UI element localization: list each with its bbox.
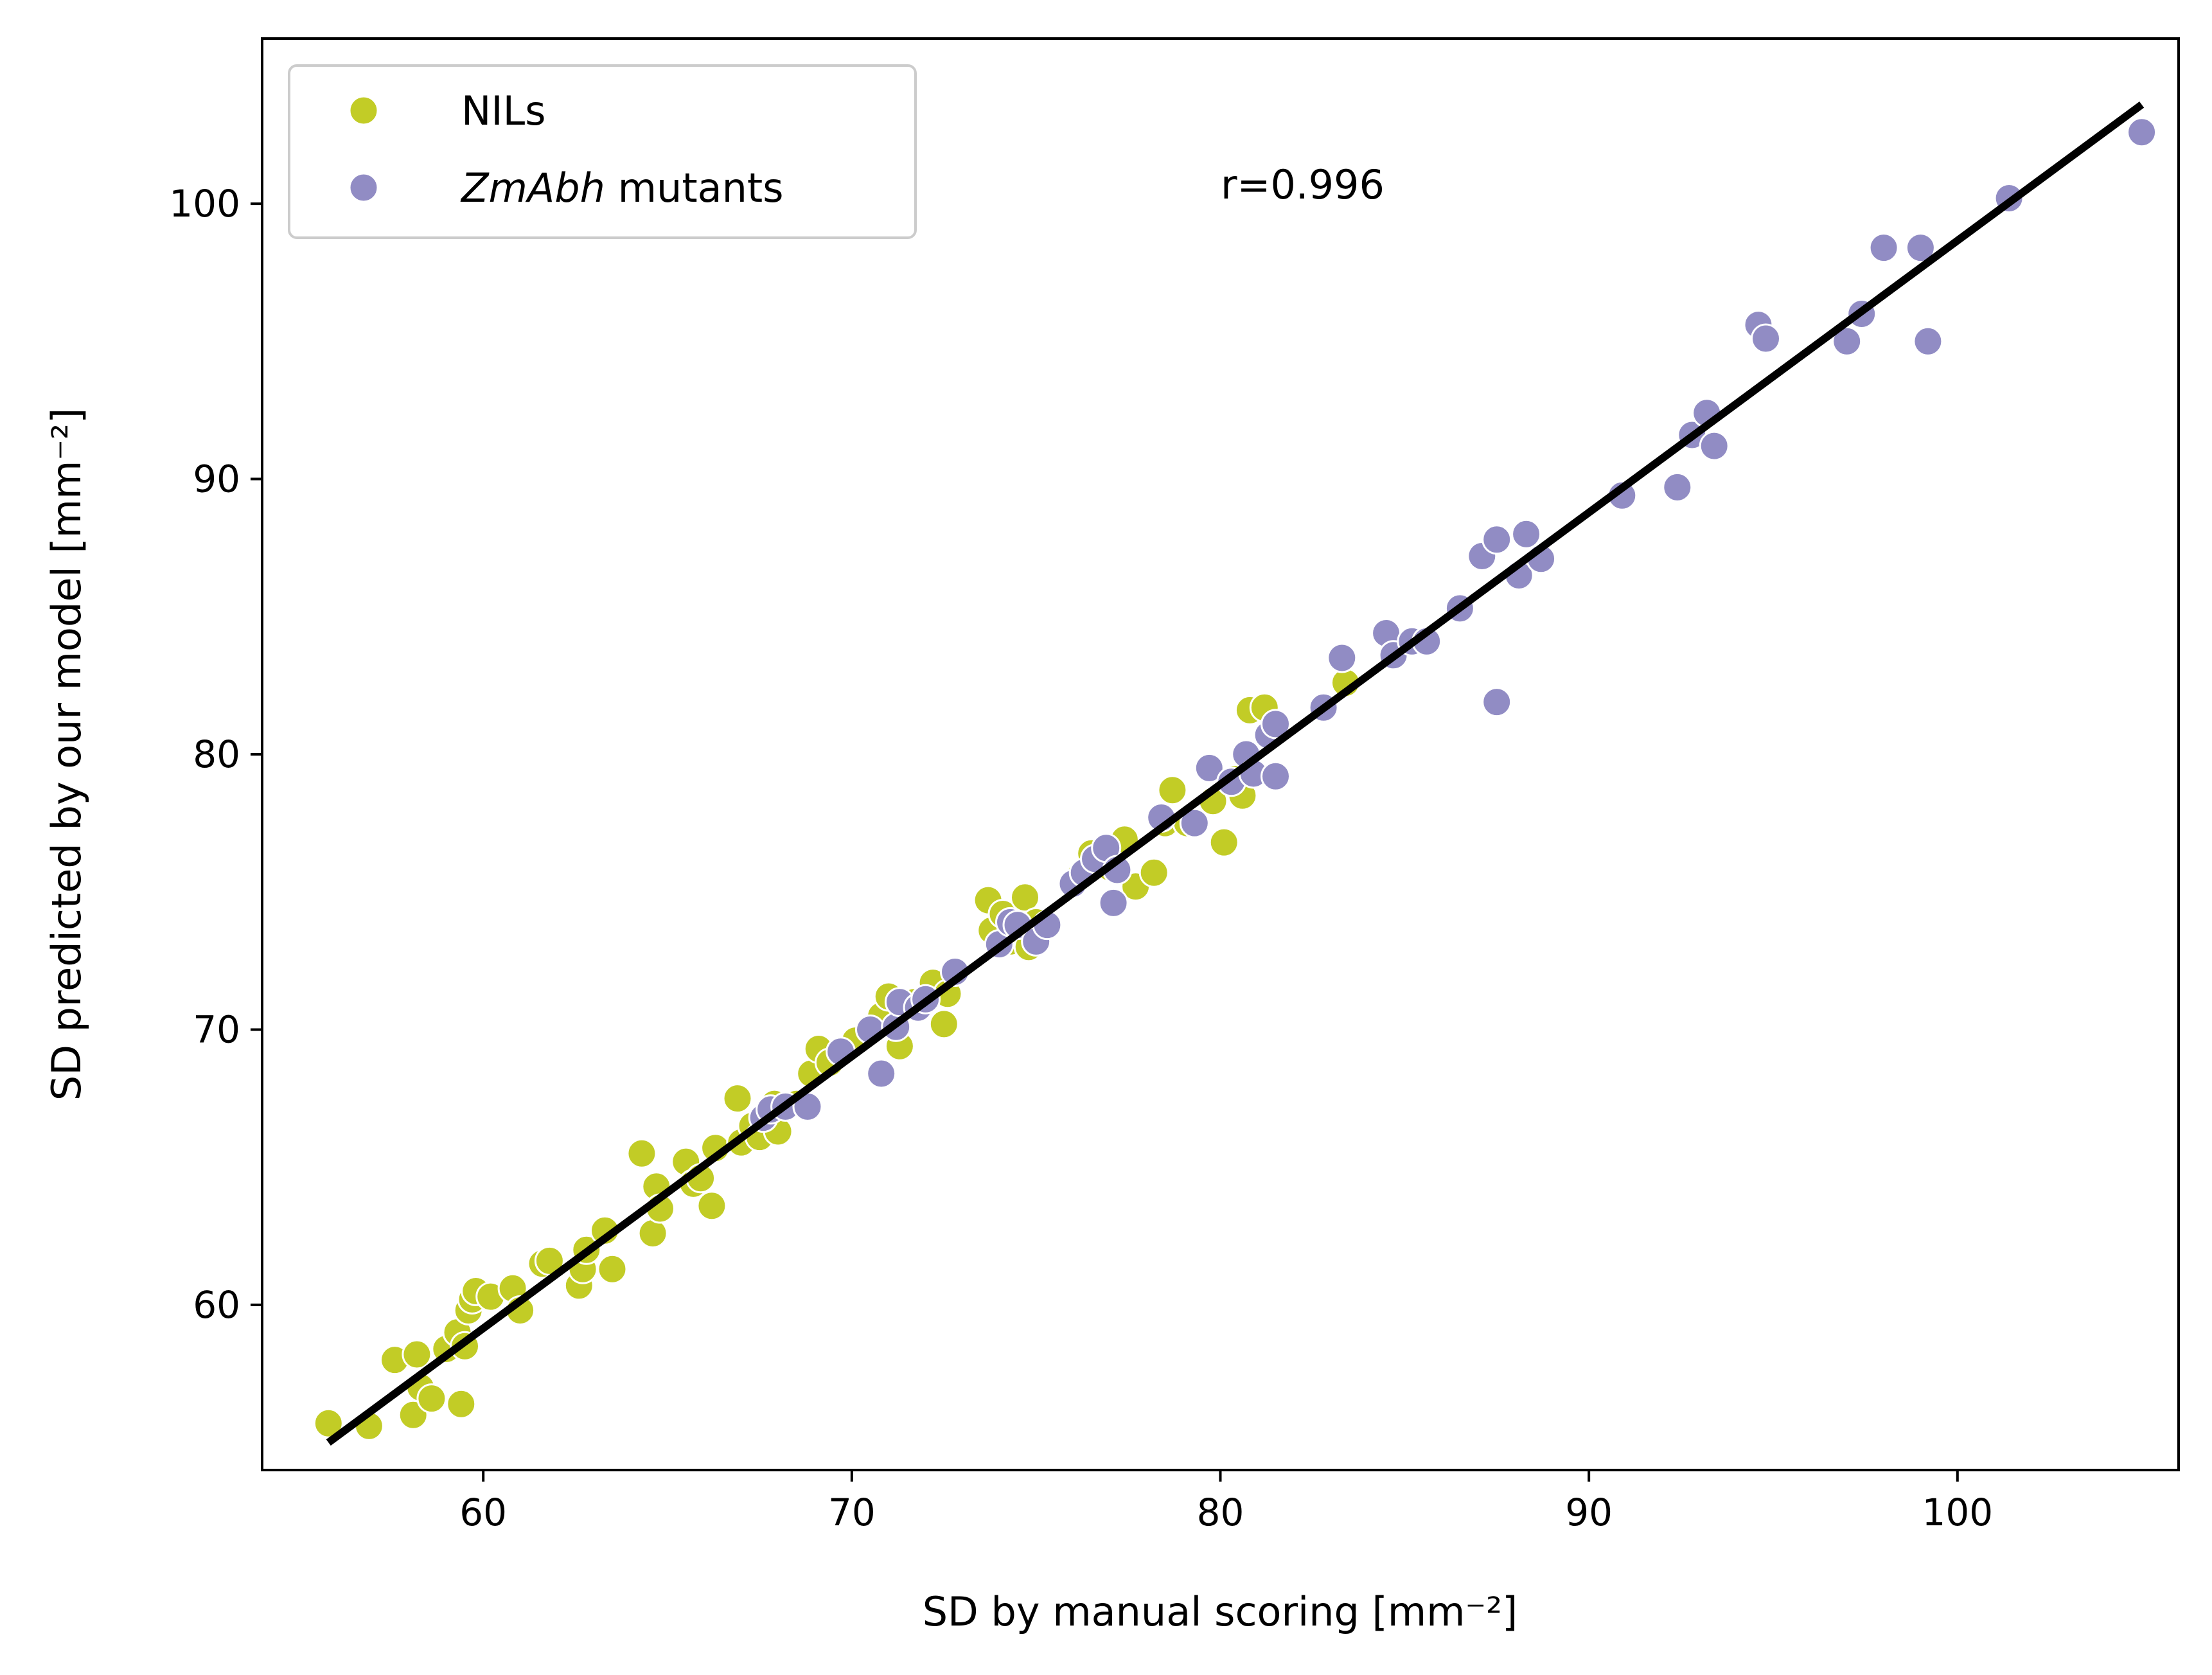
regression-line [326,102,2145,1446]
correlation-annotation: r=0.996 [1221,161,1385,208]
data-point-nils-23 [597,1254,628,1284]
data-point-nils-4 [402,1339,432,1370]
legend-label-italic-part: ZmAbh [460,164,605,211]
data-point-nils-69 [1208,827,1239,858]
data-point-nils-50 [928,1009,959,1040]
data-point-zmabh-mutants-51 [1751,323,1781,354]
data-point-zmabh-mutants-56 [1913,326,1943,357]
data-point-zmabh-mutants-40 [1482,687,1512,718]
data-point-zmabh-mutants-25 [1194,752,1225,783]
data-point-nils-6 [416,1383,447,1414]
legend-box [288,64,917,239]
legend-marker-nils [348,95,379,126]
x-tick-label-100: 100 [1922,1491,1993,1534]
y-tick-label-100: 100 [169,182,240,226]
y-axis-label: SD predicted by our model [mm⁻²] [43,408,90,1101]
data-point-zmabh-mutants-21 [1098,887,1129,918]
x-tick-label-80: 80 [1197,1491,1244,1534]
y-tick-label-60: 60 [193,1283,240,1327]
data-point-zmabh-mutants-31 [1261,709,1291,740]
legend-label-rest-part: mutants [605,164,784,211]
data-point-zmabh-mutants-33 [1327,643,1358,673]
x-axis-label: SD by manual scoring [mm⁻²] [923,1588,1518,1635]
x-tick-label-60: 60 [459,1491,507,1534]
data-point-zmabh-mutants-52 [1832,326,1863,357]
data-point-zmabh-mutants-41 [1482,524,1512,555]
y-tick-label-70: 70 [193,1007,240,1051]
data-point-nils-64 [1138,857,1169,888]
y-tick-label-80: 80 [193,732,240,776]
data-point-nils-9 [446,1388,477,1419]
data-point-nils-56 [1010,882,1040,913]
data-point-nils-31 [696,1191,727,1221]
y-axis-ticks: 60 70 80 90 100 [169,182,262,1327]
legend-marker-zmabh-mutants [348,172,379,203]
x-axis-ticks: 60 70 80 90 100 [459,1470,1993,1534]
data-point-zmabh-mutants-55 [1905,233,1936,263]
data-point-zmabh-mutants-49 [1699,430,1730,461]
data-point-zmabh-mutants-30 [1261,761,1291,792]
data-point-zmabh-mutants-46 [1662,472,1693,502]
data-point-nils-0 [313,1408,344,1439]
x-tick-label-70: 70 [828,1491,876,1534]
legend-label-zmabh-mutants: ZmAbh mutants [460,164,784,211]
data-point-zmabh-mutants-58 [2127,117,2157,148]
data-point-zmabh-mutants-6 [866,1058,897,1089]
x-tick-label-90: 90 [1565,1491,1613,1534]
legend: NILs ZmAbh mutants [288,64,917,239]
data-point-nils-33 [722,1083,753,1114]
data-point-nils-66 [1157,775,1188,806]
y-tick-label-90: 90 [193,457,240,501]
data-point-nils-24 [626,1138,657,1169]
legend-label-nils: NILs [461,87,546,134]
data-point-zmabh-mutants-54 [1868,233,1899,263]
data-point-zmabh-mutants-43 [1511,518,1542,549]
data-point-zmabh-mutants-24 [1179,808,1210,838]
